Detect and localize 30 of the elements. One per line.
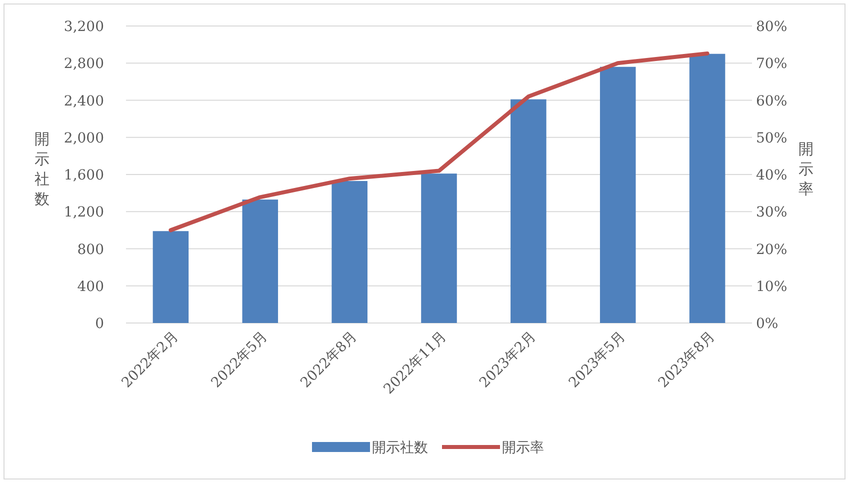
bar bbox=[421, 174, 457, 323]
y-tick-label: 3,200 bbox=[64, 19, 104, 35]
y-tick-label: 400 bbox=[77, 278, 104, 295]
y2-axis-title: 開示率 bbox=[798, 140, 814, 198]
y2-tick-label: 0% bbox=[756, 316, 778, 332]
y-tick-label: 0 bbox=[95, 316, 104, 332]
y2-tick-label: 10% bbox=[756, 278, 788, 295]
y-axis-title: 開示社数 bbox=[34, 130, 50, 208]
line-series bbox=[168, 51, 710, 232]
y-tick-label: 800 bbox=[77, 242, 104, 258]
y-tick-label: 2,400 bbox=[64, 93, 104, 110]
y2-tick-label: 20% bbox=[756, 242, 788, 258]
y-tick-label: 1,600 bbox=[64, 168, 104, 184]
y2-tick-label: 60% bbox=[756, 93, 788, 110]
bar bbox=[242, 200, 278, 323]
bar bbox=[510, 99, 546, 323]
y2-tick-label: 50% bbox=[756, 130, 788, 146]
bar bbox=[152, 231, 189, 323]
y2-tick-label: 40% bbox=[756, 168, 788, 184]
y2-tick-label: 70% bbox=[756, 56, 788, 72]
y2-tick-label: 80% bbox=[756, 19, 788, 35]
y-tick-label: 2,800 bbox=[64, 56, 104, 72]
y2-tick-label: 30% bbox=[756, 204, 788, 221]
bar bbox=[332, 180, 368, 323]
legend-label: 開示率 bbox=[502, 440, 544, 456]
bar bbox=[600, 66, 636, 323]
bar bbox=[689, 54, 726, 323]
y-tick-label: 2,000 bbox=[64, 130, 104, 146]
legend-label: 開示社数 bbox=[372, 440, 428, 456]
y-tick-label: 1,200 bbox=[64, 204, 104, 221]
